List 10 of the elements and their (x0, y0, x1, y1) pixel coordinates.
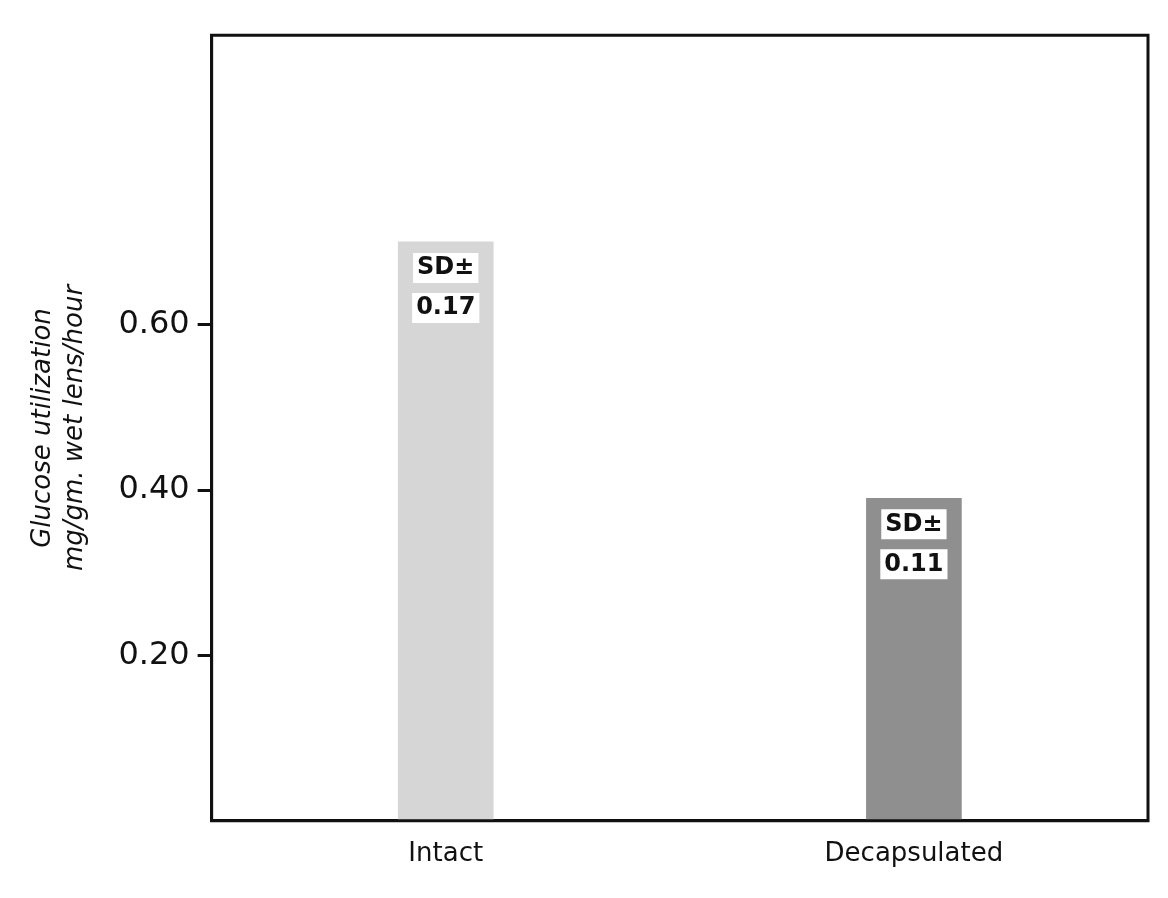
y-tick-label: 0.20 (118, 633, 190, 672)
annotation: 0.11 (884, 548, 944, 577)
y-axis-title: Glucose utilization mg/gm. wet lens/hour (26, 282, 88, 572)
x-tick-label: Decapsulated (824, 837, 1004, 868)
annotation: SD± (417, 252, 475, 281)
y-tick-label: 0.40 (118, 468, 190, 507)
x-tick-label: Intact (408, 837, 484, 868)
y-tick-label: 0.60 (118, 302, 190, 341)
annotation: SD± (885, 508, 943, 537)
annotation: 0.17 (416, 292, 476, 321)
